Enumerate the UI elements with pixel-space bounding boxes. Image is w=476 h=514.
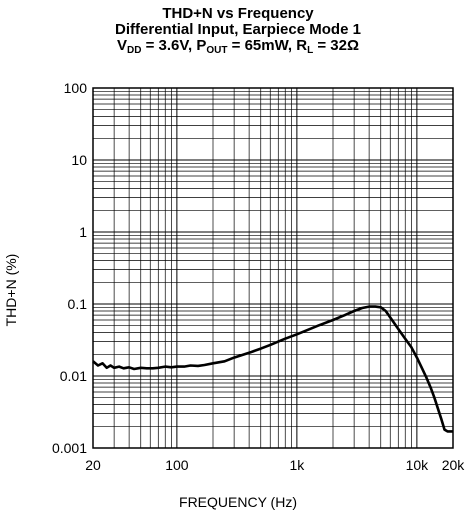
y-tick-label: 10 [71,152,87,168]
chart-title-conditions: VDD = 3.6V, POUT = 65mW, RL = 32Ω [116,37,360,56]
x-tick-label: 10k [406,457,430,473]
y-tick-label: 0.001 [52,440,87,456]
y-tick-label: 0.01 [60,368,87,384]
x-tick-label: 1k [289,457,305,473]
plot-frame [92,87,454,449]
chart-title-line1: THD+N vs Frequency [162,5,314,22]
x-tick-label: 100 [165,457,189,473]
x-tick-label: 20 [85,457,101,473]
thdn-curve [92,305,453,433]
y-axis-label: THD+N (%) [3,253,19,327]
y-tick-label: 100 [64,80,88,96]
x-axis-label: FREQUENCY (Hz) [179,494,297,510]
grid-lines [92,88,454,449]
y-tick-label: 1 [79,224,87,240]
data-series [92,305,453,433]
y-tick-label: 0.1 [68,296,88,312]
tick-labels: 20 100 1k 10k 20k 0.001 0.01 0.1 1 10 100 [52,80,465,473]
chart-title-line2: Differential Input, Earpiece Mode 1 [115,21,361,38]
x-tick-label: 20k [442,457,466,473]
